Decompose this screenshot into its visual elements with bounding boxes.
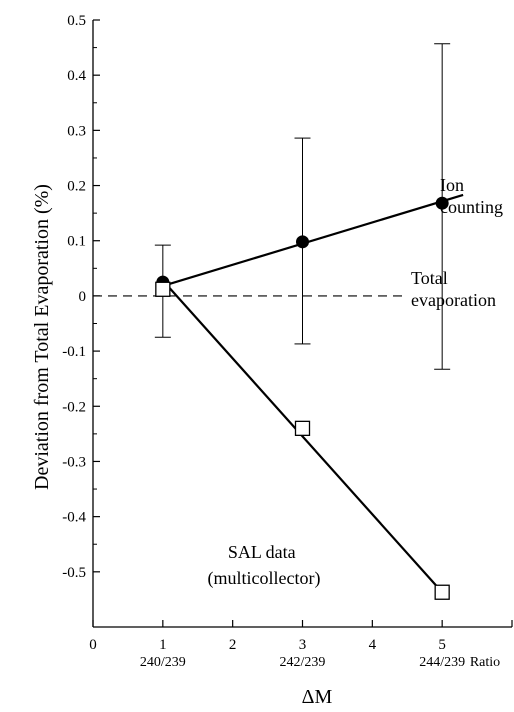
series-fit-line (162, 279, 443, 593)
x-tick-label: 5 (438, 637, 446, 653)
sal-data-label: SAL data (multicollector) (208, 542, 321, 589)
y-tick-label: -0.2 (62, 399, 86, 415)
x-tick-label: 4 (369, 637, 377, 653)
y-tick-label: 0.3 (67, 123, 86, 139)
y-axis-title: Deviation from Total Evaporation (%) (31, 184, 53, 490)
y-tick-label: -0.3 (62, 454, 86, 470)
axis-ticks: 0.5 0.4 0.3 0.2 0.1 0 -0.1 -0.2 -0.3 -0.4 -0.5 0 1 2 3… (62, 13, 513, 670)
x-tick-label: 3 (299, 637, 307, 653)
y-tick-label: -0.4 (62, 510, 86, 526)
x-tick-label: 2 (229, 637, 237, 653)
y-tick-label: 0.2 (67, 179, 86, 195)
y-tick-label: 0 (79, 289, 87, 305)
x-tick-label: 0 (89, 637, 97, 653)
series-sal-data (155, 279, 450, 600)
data-point (296, 235, 309, 249)
data-point (435, 196, 449, 210)
series-fit-line (162, 193, 464, 288)
series-group (154, 43, 464, 600)
ratio-tick-label: 242/239 (280, 655, 326, 670)
data-point (294, 420, 311, 436)
ratio-tick-label: 244/239 (419, 655, 465, 670)
x-tick-label: 1 (159, 637, 167, 653)
data-point (155, 281, 171, 297)
ion-counting-label: Ion counting (440, 175, 503, 217)
y-tick-label: -0.5 (62, 565, 86, 581)
ratio-tick-label: 240/239 (140, 655, 186, 670)
data-point (434, 584, 450, 600)
y-tick-label: -0.1 (62, 344, 86, 360)
ratio-axis-title: Ratio (470, 655, 500, 670)
y-tick-label: 0.4 (67, 68, 86, 84)
y-tick-label: 0.1 (67, 234, 86, 250)
total-evaporation-label: Total evaporation (411, 268, 496, 310)
y-tick-label: 0.5 (67, 13, 86, 29)
x-axis-title: ΔM (302, 686, 333, 708)
series-ion-counting (154, 43, 464, 370)
